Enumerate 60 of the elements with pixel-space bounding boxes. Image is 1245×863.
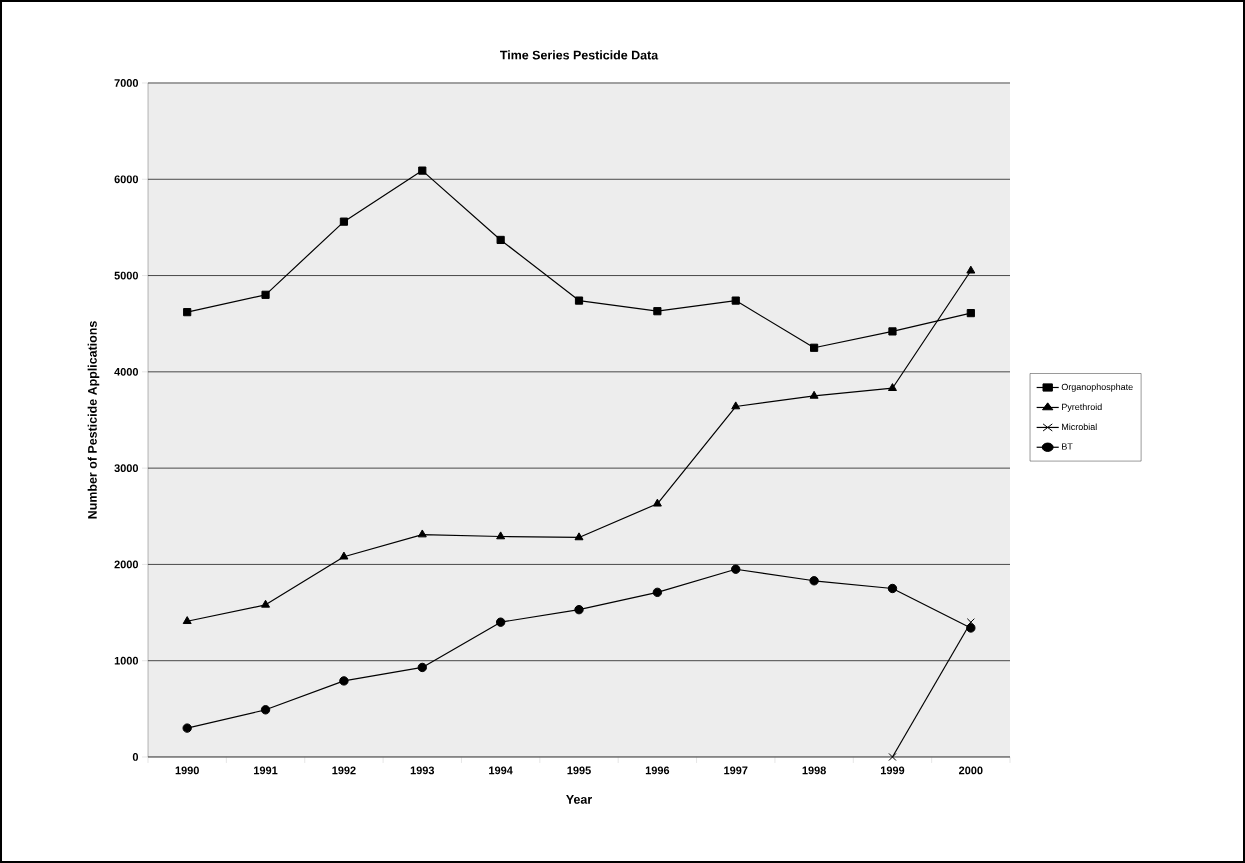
x-tick-label: 1991	[254, 766, 278, 775]
x-tick-label: 1994	[489, 766, 513, 775]
legend-label: Organophosphate	[1061, 383, 1133, 392]
point	[574, 296, 584, 305]
y-tick-label: 5000	[114, 271, 139, 280]
point	[339, 551, 349, 560]
point	[810, 343, 819, 352]
point	[731, 296, 740, 305]
x-tick-label: 2000	[959, 766, 983, 775]
point	[339, 217, 349, 226]
x-tick-label: 1990	[175, 766, 199, 775]
point	[966, 265, 976, 274]
y-tick-label: 6000	[114, 175, 139, 184]
point	[652, 587, 663, 598]
point	[496, 531, 506, 540]
x-tick-label: 1998	[802, 766, 826, 775]
point	[182, 616, 192, 625]
point	[495, 617, 506, 627]
chart-title: Time Series Pesticide Data	[500, 50, 659, 60]
y-tick-label: 2000	[114, 560, 139, 569]
x-tick-label: 1999	[880, 766, 905, 775]
legend-label: Pyrethroid	[1062, 403, 1102, 412]
x-tick-label: 1993	[410, 766, 435, 775]
point	[574, 604, 584, 615]
point	[888, 327, 897, 336]
legend-label: BT	[1062, 443, 1073, 450]
point	[260, 705, 271, 715]
point	[653, 307, 662, 316]
y-tick-label: 1000	[114, 656, 139, 665]
point	[339, 676, 349, 686]
point	[261, 599, 271, 608]
point	[809, 576, 819, 586]
point	[731, 401, 741, 410]
point	[652, 498, 662, 507]
y-tick-label: 3000	[114, 464, 139, 473]
legend-label: Microbial	[1062, 423, 1097, 431]
x-tick-label: 1997	[724, 766, 748, 775]
point	[418, 166, 427, 175]
x-axis-title: Year	[566, 795, 592, 804]
point	[731, 564, 741, 574]
point	[182, 723, 192, 733]
point	[417, 529, 427, 538]
point	[966, 623, 976, 633]
point	[183, 308, 192, 317]
y-tick-label: 0	[132, 753, 139, 761]
point	[261, 290, 270, 299]
point	[809, 390, 819, 399]
point	[888, 752, 897, 762]
y-axis-title: Number of Pesticide Applications	[87, 321, 100, 519]
x-tick-label: 1995	[567, 766, 591, 775]
point	[887, 383, 897, 392]
y-tick-label: 4000	[114, 367, 139, 376]
x-tick-label: 1992	[332, 766, 356, 775]
point	[417, 662, 427, 673]
point	[574, 532, 584, 541]
y-tick-label: 7000	[114, 79, 139, 87]
point	[496, 235, 505, 245]
point	[887, 583, 898, 594]
x-tick-label: 1996	[645, 766, 670, 775]
point	[966, 309, 975, 318]
